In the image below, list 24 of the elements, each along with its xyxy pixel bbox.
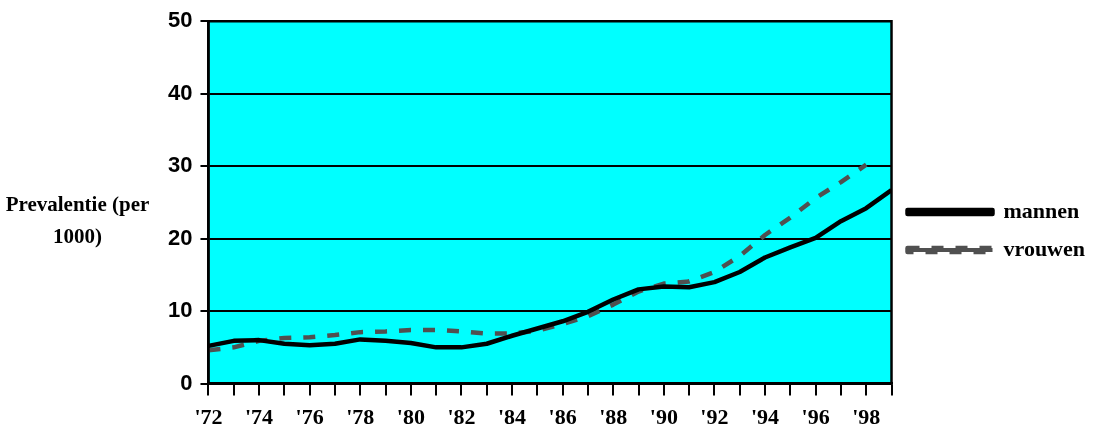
x-tick-label: '80 [396,404,425,430]
x-tick-label: '74 [245,404,274,430]
y-tick-label: 40 [167,79,193,105]
legend-label: mannen [1003,197,1080,223]
x-tick-label: '82 [447,404,476,430]
y-tick-label: 0 [180,369,193,395]
x-tick-label: '94 [750,404,780,430]
x-tick-label: '78 [346,404,375,430]
x-tick-label: '92 [700,404,729,430]
x-tick-label: '86 [548,404,577,430]
x-tick-label: '96 [801,404,830,430]
x-tick-label: '84 [497,404,527,430]
legend-label: vrouwen [1003,235,1086,261]
line-series [208,162,869,353]
x-tick-label: '72 [194,404,223,430]
y-tick-label: 50 [167,7,193,33]
y-tick-label: 30 [167,152,193,178]
y-tick-label: 10 [167,297,193,323]
x-tick-label: '76 [295,404,324,430]
x-tick-label: '90 [649,404,678,430]
y-tick-label: 20 [167,224,193,250]
y-axis-title: Prevalentie (per 1000) [4,191,151,250]
x-tick-label: '98 [852,404,881,430]
x-tick-label: '88 [599,404,628,430]
